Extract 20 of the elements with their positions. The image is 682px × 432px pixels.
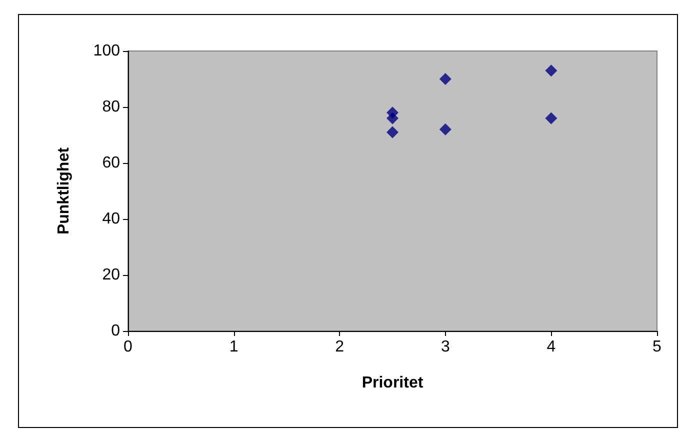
x-tick-label: 4 [546, 338, 556, 356]
y-tick-label: 100 [93, 42, 120, 60]
point [386, 112, 398, 124]
x-tick-label: 1 [229, 338, 238, 356]
x-axis-title: Prioritet [362, 374, 424, 392]
x-tick-label: 2 [335, 338, 344, 356]
y-tick-label: 20 [102, 266, 120, 284]
x-tick-label: 0 [124, 338, 133, 356]
x-tick-label: 3 [440, 338, 450, 356]
y-tick-label: 0 [111, 322, 120, 340]
point [386, 126, 398, 138]
y-tick-label: 60 [102, 154, 120, 172]
point [545, 64, 558, 77]
point [439, 123, 452, 136]
point [545, 112, 558, 124]
y-tick-label: 40 [102, 210, 120, 228]
x-tick-label: 5 [652, 338, 662, 356]
y-tick-label: 80 [102, 98, 120, 116]
point [439, 73, 452, 85]
y-axis-title: Punktlighet [56, 146, 72, 235]
